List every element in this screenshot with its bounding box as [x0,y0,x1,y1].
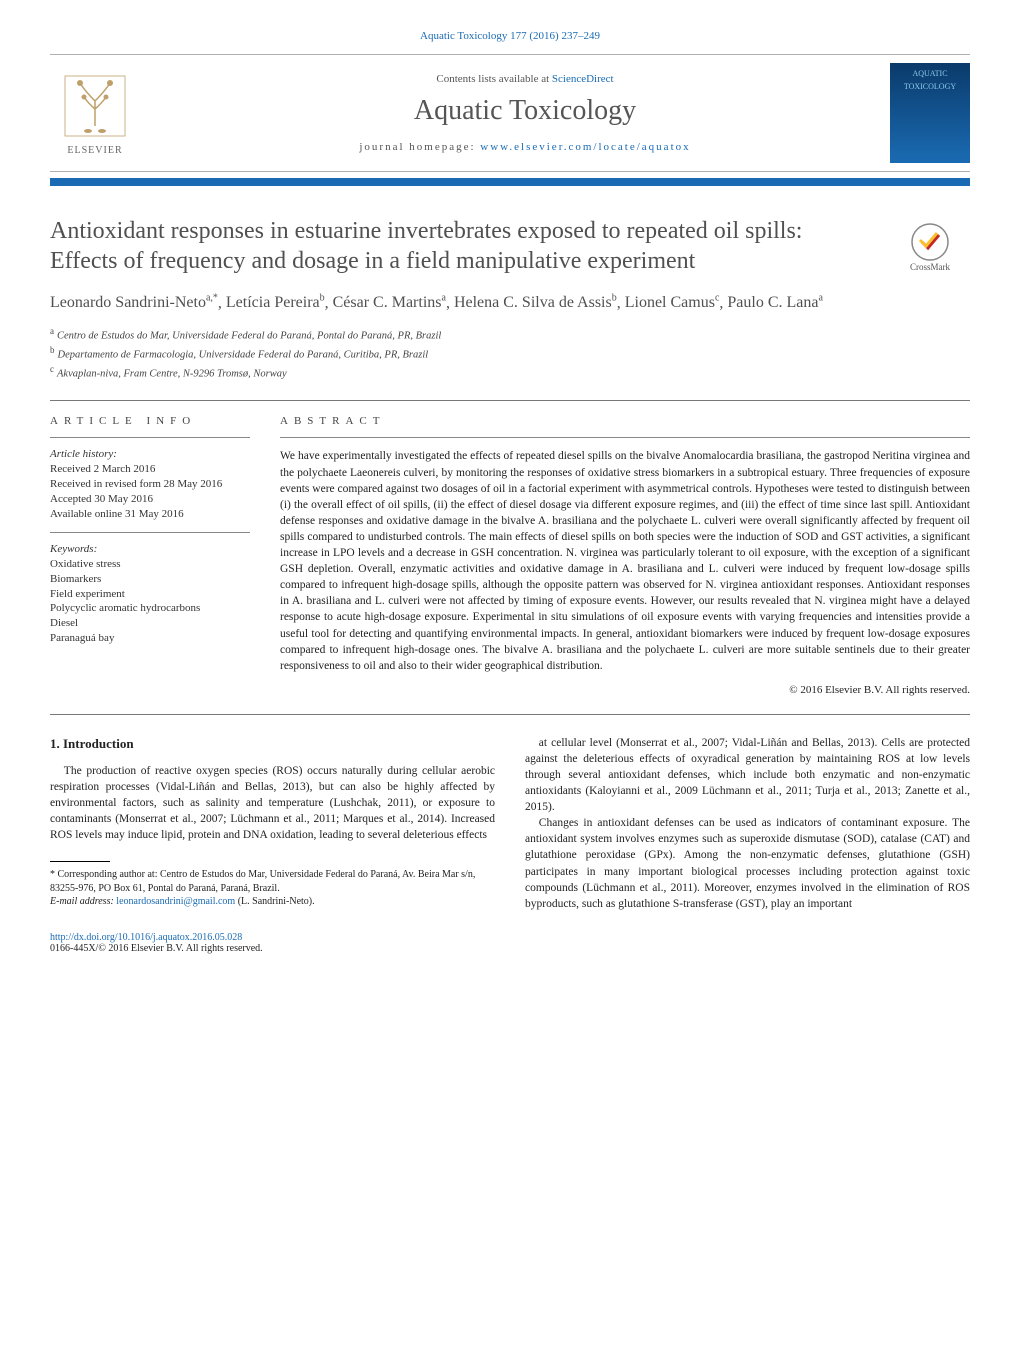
author: Paulo C. Lanaa [727,294,823,311]
journal-reference: Aquatic Toxicology 177 (2016) 237–249 [50,30,970,42]
publisher-logo: ELSEVIER [50,63,140,163]
article-info-heading: article info [50,415,250,427]
contents-line: Contents lists available at ScienceDirec… [160,73,890,85]
publisher-name: ELSEVIER [67,145,122,156]
author: Lionel Camusc [625,294,720,311]
keywords-head: Keywords: [50,543,250,555]
left-column: 1. Introduction The production of reacti… [50,735,495,912]
article-title: Antioxidant responses in estuarine inver… [50,216,870,276]
author: Helena C. Silva de Assisb [454,294,617,311]
history-line: Received in revised form 28 May 2016 [50,477,250,492]
issn-line: 0166-445X/© 2016 Elsevier B.V. All right… [50,943,263,954]
abstract-column: abstract We have experimentally investig… [280,415,970,695]
email-link[interactable]: leonardosandrini@gmail.com [116,896,235,907]
author: Letícia Pereirab [226,294,325,311]
affiliations: aCentro de Estudos do Mar, Universidade … [50,325,970,383]
body-paragraph: Changes in antioxidant defenses can be u… [525,815,970,912]
keyword: Paranaguá bay [50,631,250,646]
affiliation: cAkvaplan-niva, Fram Centre, N-9296 Trom… [50,363,970,382]
footnote-star: * [50,869,55,880]
left-paragraphs: The production of reactive oxygen specie… [50,763,495,843]
history-line: Received 2 March 2016 [50,462,250,477]
author: Leonardo Sandrini-Netoa,* [50,294,218,311]
journal-cover-thumb: AQUATIC TOXICOLOGY [890,63,970,163]
footnote-text: Corresponding author at: Centro de Estud… [50,869,475,894]
affiliation: bDepartamento de Farmacologia, Universid… [50,344,970,363]
keyword: Biomarkers [50,572,250,587]
history-line: Available online 31 May 2016 [50,507,250,522]
body-paragraph: at cellular level (Monserrat et al., 200… [525,735,970,815]
cover-line-1: AQUATIC [912,69,947,78]
elsevier-tree-icon [60,71,130,141]
keyword: Polycyclic aromatic hydrocarbons [50,601,250,616]
history-head: Article history: [50,448,250,460]
journal-name: Aquatic Toxicology [160,95,890,127]
keywords-list: Oxidative stressBiomarkersField experime… [50,557,250,646]
right-column: at cellular level (Monserrat et al., 200… [525,735,970,912]
journal-ref-link[interactable]: Aquatic Toxicology 177 (2016) 237–249 [420,30,600,42]
header-middle: Contents lists available at ScienceDirec… [160,73,890,153]
info-divider [50,437,250,438]
abstract-heading: abstract [280,415,970,427]
section-divider [50,714,970,715]
abstract-text: We have experimentally investigated the … [280,448,970,673]
authors: Leonardo Sandrini-Netoa,*, Letícia Perei… [50,292,970,315]
title-row: Antioxidant responses in estuarine inver… [50,216,970,276]
email-label: E-mail address: [50,896,114,907]
section-1-heading: 1. Introduction [50,735,495,753]
info-divider [280,437,970,438]
corresponding-footnote: * Corresponding author at: Centro de Est… [50,868,495,909]
crossmark-badge[interactable]: CrossMark [890,222,970,272]
keyword: Field experiment [50,587,250,602]
crossmark-icon [910,222,950,262]
page-footer: http://dx.doi.org/10.1016/j.aquatox.2016… [50,932,970,954]
info-divider [50,532,250,533]
keyword: Oxidative stress [50,557,250,572]
homepage-prefix: journal homepage: [359,141,480,153]
accent-bar [50,178,970,186]
history-line: Accepted 30 May 2016 [50,492,250,507]
doi-link[interactable]: http://dx.doi.org/10.1016/j.aquatox.2016… [50,932,242,943]
author: César C. Martinsa [333,294,446,311]
section-divider [50,400,970,401]
contents-prefix: Contents lists available at [436,73,551,85]
crossmark-label: CrossMark [910,262,950,272]
email-owner: (L. Sandrini-Neto). [238,896,315,907]
body-paragraph: The production of reactive oxygen specie… [50,763,495,843]
homepage-line: journal homepage: www.elsevier.com/locat… [160,141,890,153]
affiliation: aCentro de Estudos do Mar, Universidade … [50,325,970,344]
homepage-link[interactable]: www.elsevier.com/locate/aquatox [480,141,690,153]
history-list: Received 2 March 2016Received in revised… [50,462,250,521]
abstract-copyright: © 2016 Elsevier B.V. All rights reserved… [280,684,970,696]
info-abstract-row: article info Article history: Received 2… [50,415,970,695]
body-columns: 1. Introduction The production of reacti… [50,735,970,912]
header-bar: ELSEVIER Contents lists available at Sci… [50,54,970,172]
keyword: Diesel [50,616,250,631]
right-paragraphs: at cellular level (Monserrat et al., 200… [525,735,970,912]
sciencedirect-link[interactable]: ScienceDirect [552,73,614,85]
footnote-rule [50,861,110,862]
article-info: article info Article history: Received 2… [50,415,250,695]
cover-line-2: TOXICOLOGY [904,82,956,91]
